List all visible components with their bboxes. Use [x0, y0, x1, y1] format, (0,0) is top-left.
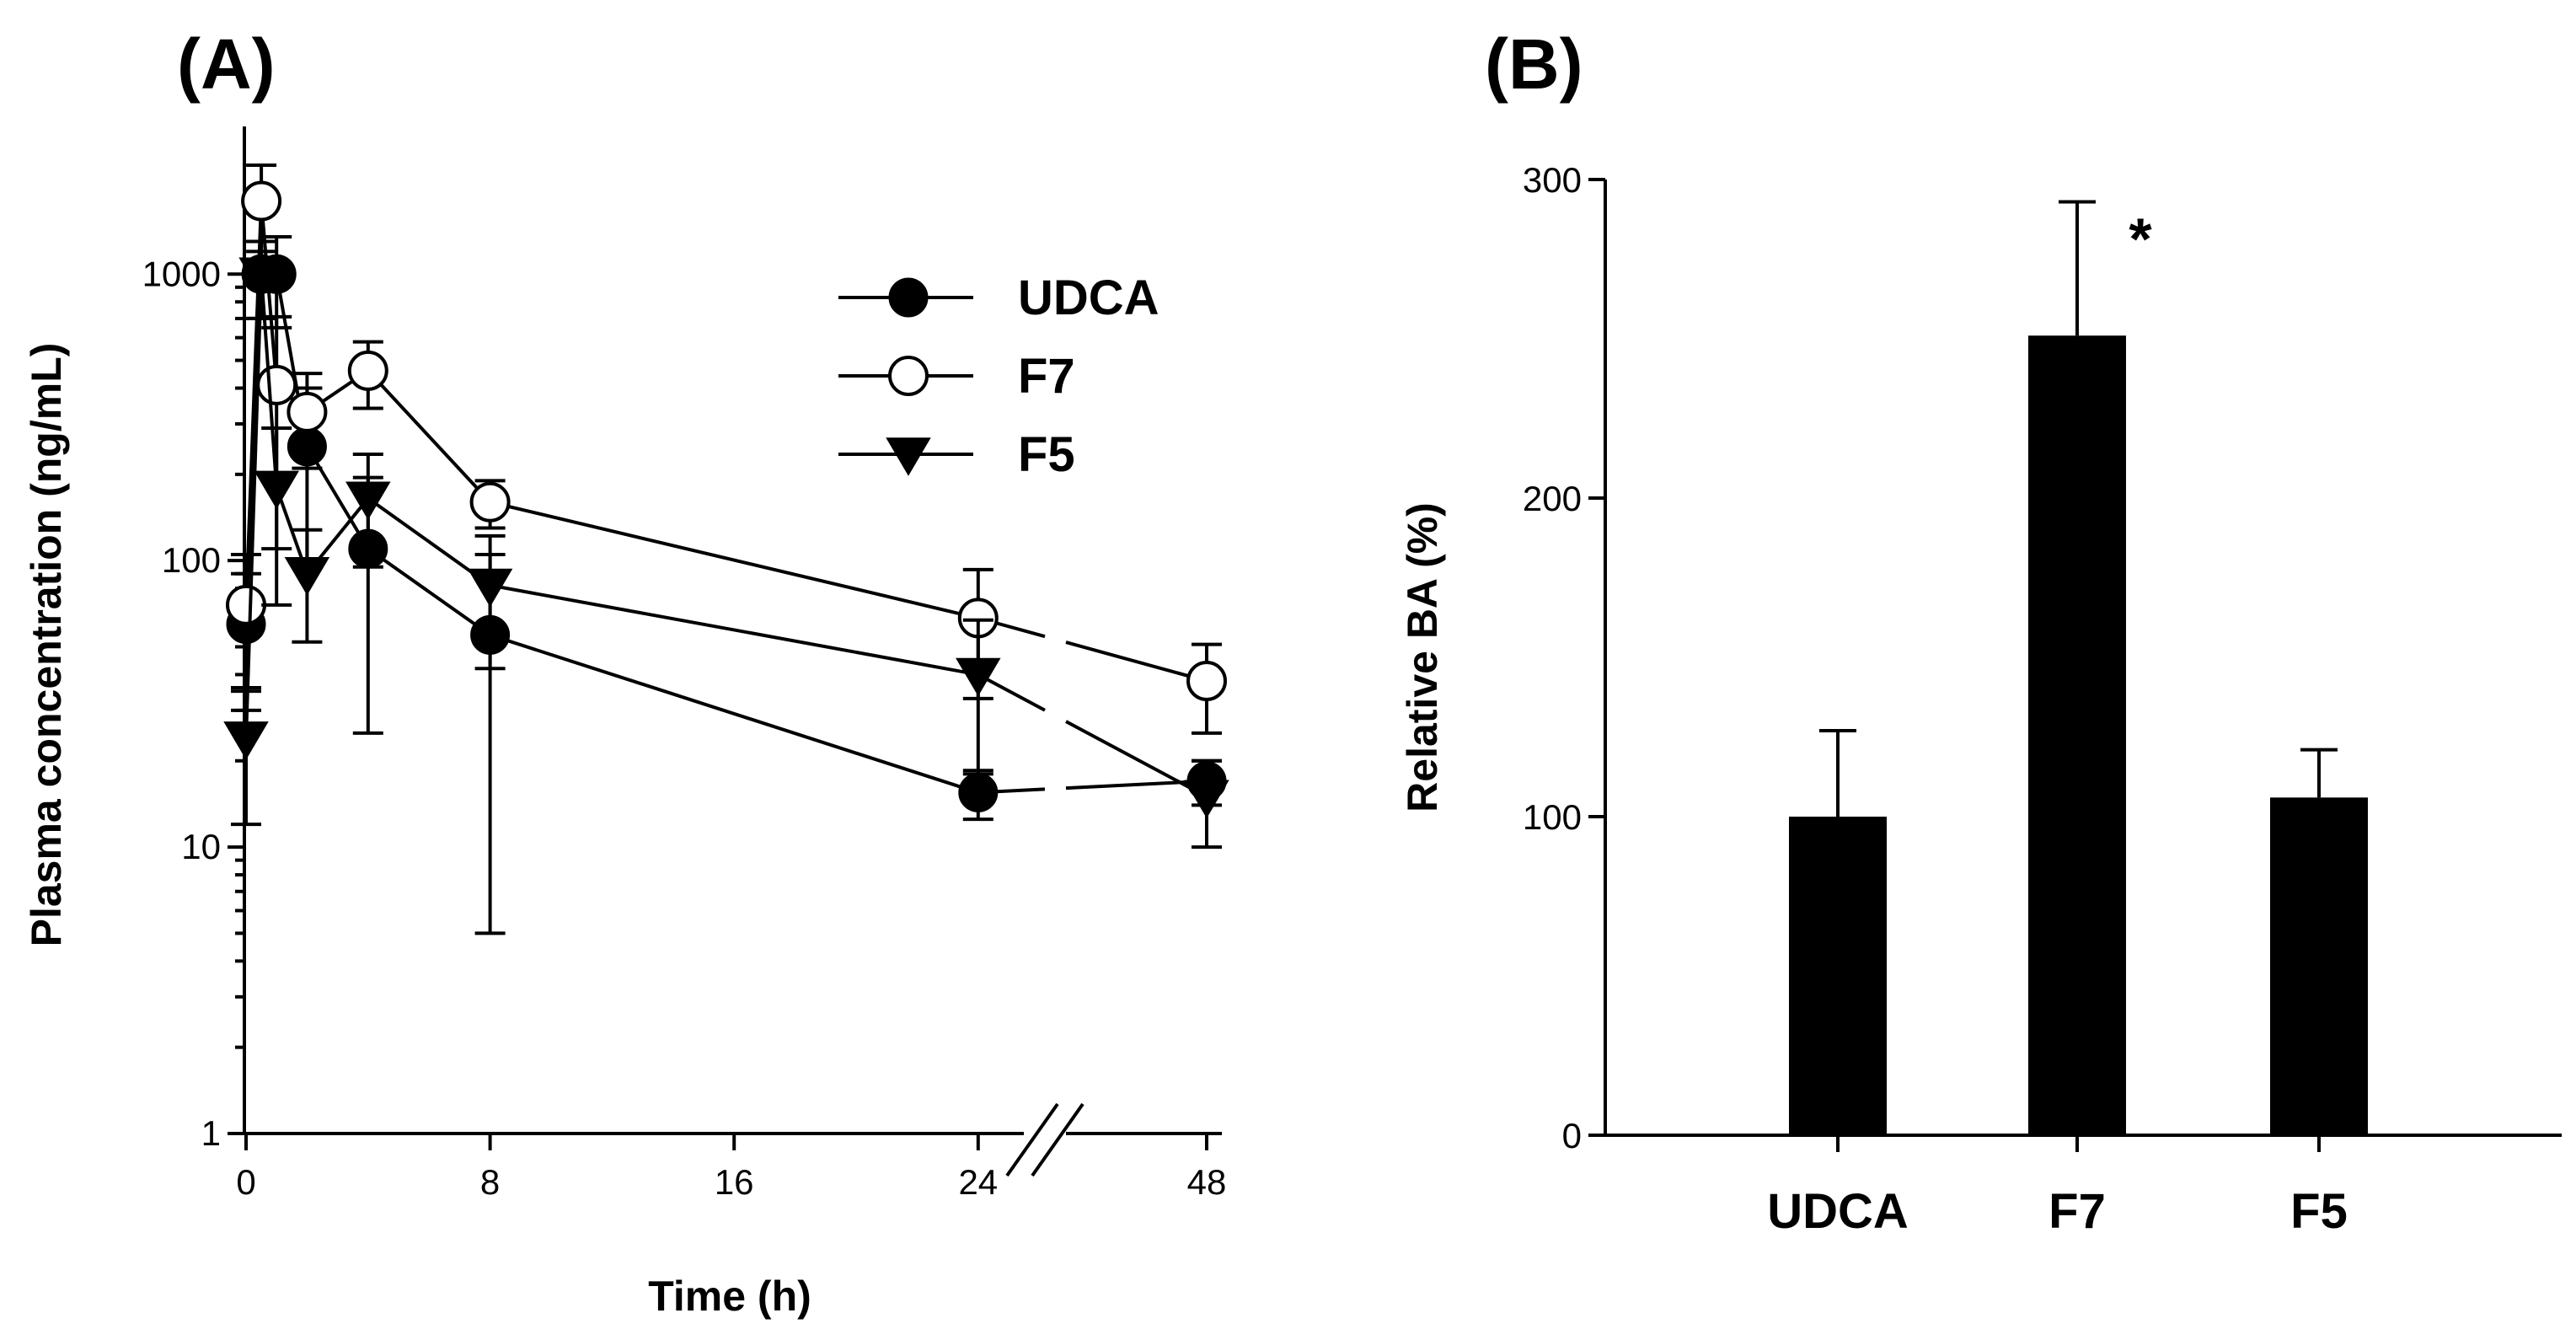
bar-group-udca: UDCA	[1767, 728, 1909, 1239]
bar-group-f7: F7 *	[2028, 200, 2152, 1239]
series-line-segment	[1065, 641, 1208, 683]
series-line-segment	[1065, 720, 1208, 798]
panel-b-ticks: 0 100 200 300	[1523, 160, 1605, 1155]
significance-annotation: *	[2129, 206, 2152, 271]
panel-a-x-axis-title: Time (h)	[648, 1273, 811, 1320]
data-point	[347, 350, 388, 391]
series-f5	[223, 239, 1229, 850]
panel-a-ticks: 1 10 100 1000 0 8 16 24 48	[142, 254, 1227, 1202]
data-point	[345, 481, 391, 520]
bar	[2028, 335, 2126, 1136]
panel-b-y-axis-title: Relative BA (%)	[1399, 502, 1446, 812]
legend-marker	[886, 437, 931, 476]
y-tick-label: 10	[181, 827, 221, 866]
data-point	[287, 391, 328, 432]
data-point	[241, 180, 282, 222]
series-line	[244, 274, 1046, 738]
x-category-label: F5	[2290, 1184, 2348, 1239]
data-point	[958, 772, 999, 812]
y-tick-label: 0	[1562, 1116, 1582, 1155]
panel-b-label: (B)	[1485, 24, 1583, 104]
panel-a-y-axis-title: Plasma concentration (ng/mL)	[23, 343, 70, 947]
panel-a-label: (A)	[177, 24, 276, 104]
panel-b-bars: UDCA F7 * F5	[1767, 200, 2368, 1239]
legend-label: F7	[1018, 349, 1075, 404]
y-tick-label: 100	[162, 540, 221, 580]
x-tick-label: 8	[480, 1162, 500, 1202]
data-point	[1184, 780, 1229, 818]
bar-group-f5: F5	[2270, 748, 2368, 1239]
bar	[1789, 817, 1887, 1135]
data-point	[223, 721, 269, 760]
data-point	[1186, 661, 1227, 702]
data-point	[284, 556, 330, 596]
panel-a-series	[223, 163, 1229, 935]
x-category-label: F7	[2048, 1184, 2106, 1239]
y-tick-label: 200	[1523, 479, 1582, 518]
data-point	[467, 568, 513, 608]
series-line	[244, 201, 1046, 639]
legend-marker	[888, 356, 929, 396]
data-point	[226, 584, 266, 625]
data-point	[238, 257, 284, 296]
x-tick-label: 16	[715, 1162, 754, 1202]
panel-a: (A) 1 10 100 1000 0 8 16 24 48 Time (h) Plasma c…	[23, 24, 1229, 1320]
legend-marker	[888, 277, 929, 318]
x-tick-label: 24	[958, 1162, 998, 1202]
legend-label: F5	[1018, 427, 1075, 482]
x-tick-label: 48	[1187, 1162, 1227, 1202]
panel-b: (B) 0 100 200 300 UDCA F7 * F5 Relative BA (%)	[1399, 24, 2562, 1239]
panel-a-legend: UDCA F7 F5	[838, 271, 1159, 482]
y-tick-label: 100	[1523, 797, 1582, 837]
data-point	[469, 481, 511, 523]
data-point	[956, 657, 1001, 697]
x-category-label: UDCA	[1767, 1184, 1909, 1239]
y-tick-label: 1	[201, 1113, 221, 1153]
data-point	[254, 470, 299, 510]
series-f7	[226, 163, 1227, 735]
bar	[2270, 797, 2368, 1135]
data-point	[256, 364, 297, 405]
x-tick-label: 0	[236, 1162, 255, 1202]
y-tick-label: 1000	[142, 254, 221, 293]
y-tick-label: 300	[1523, 160, 1582, 200]
axis-break-mark	[1005, 1102, 1059, 1177]
legend-label: UDCA	[1018, 271, 1159, 325]
axis-break-mark	[1031, 1102, 1084, 1177]
